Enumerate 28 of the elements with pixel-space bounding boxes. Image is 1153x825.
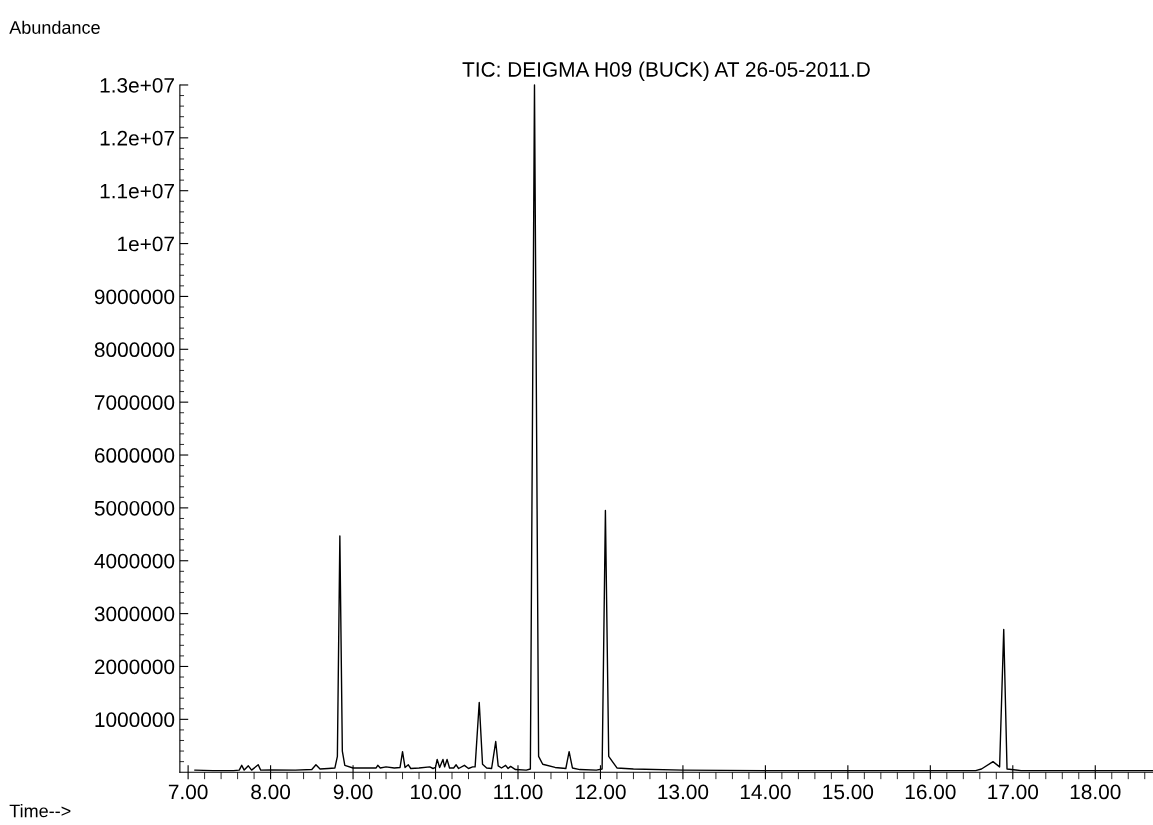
x-tick-label: 13.00: [658, 784, 709, 800]
y-tick-label: 9000000: [94, 289, 175, 305]
x-tick-label: 11.00: [494, 784, 543, 800]
y-tick-label: 1.1e+07: [100, 183, 174, 199]
chart-title: TIC: DEIGMA H09 (BUCK) AT 26-05-2011.D: [462, 61, 870, 81]
x-tick-label: 8.00: [251, 784, 291, 800]
y-tick-label: 4000000: [94, 553, 175, 569]
x-tick-label: 12.00: [575, 784, 626, 800]
x-tick-label: 10.00: [411, 784, 461, 800]
y-tick-label: 1e+07: [118, 236, 174, 252]
y-tick-label: 3000000: [94, 606, 175, 622]
x-tick-label: 16.00: [905, 784, 956, 800]
x-tick-label: 9.00: [333, 784, 373, 800]
y-tick-label: 1.2e+07: [100, 130, 174, 146]
x-tick-label: 15.00: [823, 784, 874, 800]
y-tick-label: 1.3e+07: [100, 77, 174, 93]
y-axis-title: Abundance: [9, 20, 100, 34]
y-tick-label: 1000000: [95, 712, 175, 728]
x-tick-label: 14.00: [740, 784, 791, 800]
y-tick-label: 8000000: [94, 342, 175, 358]
x-tick-label: 18.00: [1070, 784, 1121, 800]
x-tick-label: 7.00: [168, 784, 208, 800]
y-tick-label: 2000000: [94, 659, 175, 675]
y-tick-label: 7000000: [94, 395, 175, 410]
y-tick-label: 5000000: [94, 500, 175, 516]
y-tick-label: 6000000: [94, 448, 175, 463]
x-axis-title: Time-->: [9, 804, 71, 818]
x-tick-label: 17.00: [988, 784, 1039, 800]
